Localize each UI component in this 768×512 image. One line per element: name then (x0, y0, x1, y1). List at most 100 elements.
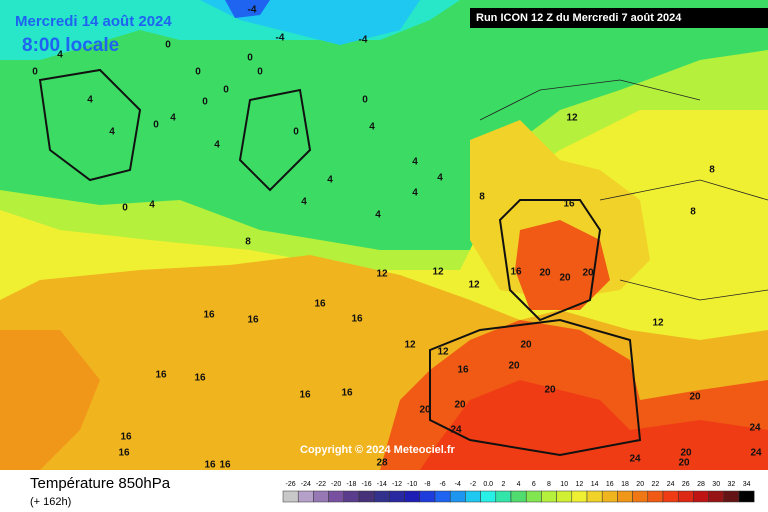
map-label: 0 (202, 97, 208, 108)
map-label: 0 (247, 53, 253, 64)
colorbar-label: -26 (286, 481, 296, 488)
cold-region (225, 0, 270, 18)
colorbar: -26 -24 -22 -20 -18 -16 -14 -12 -10 -8 -6 -4 -2 0.0 2 4… (282, 481, 755, 503)
colorbar-label: -18 (346, 481, 356, 488)
colorbar-cell (693, 490, 709, 503)
border (479, 79, 768, 301)
map-label: 20 (544, 385, 556, 396)
map-label: 16 (341, 388, 353, 399)
map-label: 16 (563, 199, 575, 210)
map-label: 16 (155, 370, 167, 381)
map-label: 12 (376, 269, 388, 280)
colorbar-cell (601, 490, 618, 503)
colorbar-cell (632, 490, 649, 503)
map-label: 0 (293, 127, 299, 138)
map-label: 20 (559, 273, 571, 284)
map-label: 12 (566, 113, 578, 124)
colorbar-cell (556, 490, 573, 503)
map-label: 16 (219, 460, 231, 471)
colorbar-label: 2 (501, 481, 505, 488)
colorbar-cell (328, 490, 345, 503)
map-label: 0 (153, 120, 159, 131)
colorbar-cell (465, 490, 481, 503)
colorbar-cell (343, 490, 360, 503)
map-label: 12 (437, 347, 449, 358)
colorbar-cell (738, 490, 755, 503)
colorbar-cell (723, 490, 740, 503)
colorbar-label: 8 (547, 481, 551, 488)
map-label: 4 (170, 113, 176, 124)
colorbar-label: -2 (470, 481, 476, 488)
footer-lead: (+ 162h) (30, 496, 71, 508)
copyright: Copyright © 2024 Meteociel.fr (300, 444, 456, 456)
colorbar-cell (389, 490, 405, 503)
time-label: 8:00 locale (22, 35, 119, 56)
map-label: 4 (57, 50, 63, 61)
colorbar-cell (434, 490, 451, 503)
coastline (38, 68, 642, 457)
colorbar-cell (617, 490, 633, 503)
colorbar-cell (480, 490, 497, 503)
map-label: 4 (412, 188, 418, 199)
map-label: 24 (450, 425, 462, 436)
colorbar-cell (373, 490, 390, 503)
map-label: 16 (118, 448, 130, 459)
colorbar-label: -8 (424, 481, 430, 488)
map-label: 4 (327, 175, 333, 186)
map-label: 4 (301, 197, 307, 208)
map-label: 20 (680, 448, 692, 459)
hot-region (420, 380, 768, 470)
colorbar-cell (647, 490, 664, 503)
colorbar-label: 30 (712, 481, 720, 488)
colorbar-cell (525, 490, 542, 503)
map-label: 16 (120, 432, 132, 443)
colorbar-cell (282, 490, 299, 503)
colorbar-label: 6 (532, 481, 536, 488)
map-label: 24 (629, 454, 641, 465)
warm-region (470, 120, 650, 300)
run-box (470, 8, 768, 28)
colorbar-label: -14 (377, 481, 387, 488)
colorbar-cell (449, 490, 466, 503)
colorbar-label: 10 (560, 481, 568, 488)
map-label: 16 (247, 315, 259, 326)
map-label: 0 (362, 95, 368, 106)
map-label: 4 (109, 127, 115, 138)
map-label: 16 (351, 314, 363, 325)
map-label: 16 (204, 460, 216, 471)
colorbar-cell (313, 490, 329, 503)
map-label: 8 (245, 237, 251, 248)
map-label: 8 (479, 192, 485, 203)
map-label: 4 (375, 210, 381, 221)
colorbar-label: 14 (591, 481, 599, 488)
colorbar-label: 28 (697, 481, 705, 488)
map-label: 16 (194, 373, 206, 384)
map-label: 8 (690, 207, 696, 218)
colorbar-label: 22 (652, 481, 660, 488)
colorbar-label: -24 (301, 481, 311, 488)
map-label: 16 (299, 390, 311, 401)
map-label: 12 (468, 280, 480, 291)
map-label: -4 (248, 5, 257, 16)
warm-region (0, 330, 100, 470)
map-label: 24 (749, 423, 761, 434)
colorbar-label: -4 (455, 481, 461, 488)
colorbar-label: 0.0 (483, 481, 493, 488)
map-label: 0 (223, 85, 229, 96)
colorbar-label: -16 (362, 481, 372, 488)
map-label: 4 (214, 140, 220, 151)
colorbar-label: 12 (576, 481, 584, 488)
colorbar-label: -12 (392, 481, 402, 488)
date-label: Mercredi 14 août 2024 (15, 13, 172, 30)
colorbar-label: 16 (606, 481, 614, 488)
colorbar-cell (541, 490, 557, 503)
map-label: 4 (149, 200, 155, 211)
colorbar-label: -20 (331, 481, 341, 488)
map-label: 20 (454, 400, 466, 411)
colorbar-cell (404, 490, 421, 503)
colorbar-label: 4 (517, 481, 521, 488)
colorbar-label: 18 (621, 481, 629, 488)
map-label: 0 (257, 67, 263, 78)
